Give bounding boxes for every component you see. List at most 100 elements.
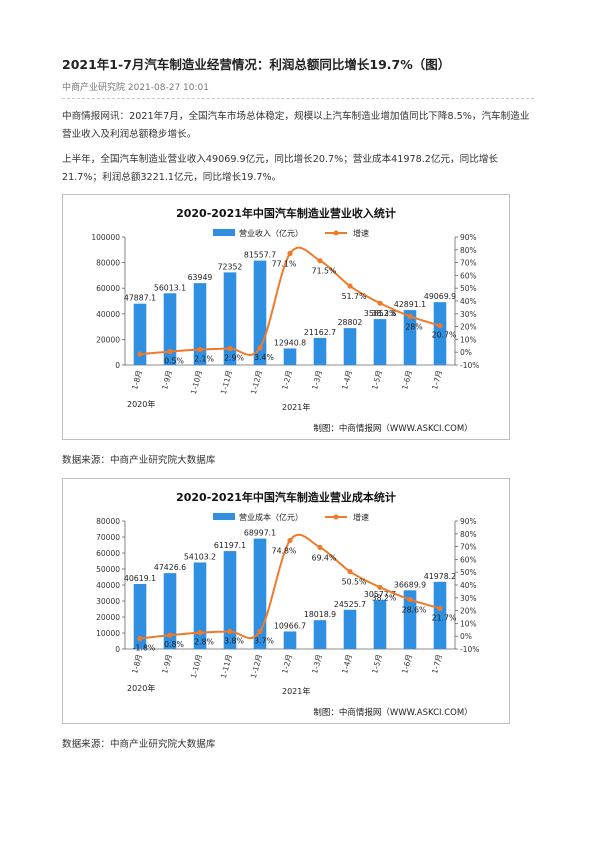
growth-point — [197, 630, 203, 636]
bar — [133, 303, 147, 365]
category-label: 1-12月 — [249, 369, 264, 395]
bar — [163, 293, 177, 365]
chart-title: 2020-2021年中国汽车制造业营业成本统计 — [176, 490, 396, 504]
bar — [223, 551, 237, 649]
bar — [403, 590, 417, 649]
article-title: 2021年1-7月汽车制造业经营情况：利润总额同比增长19.7%（图） — [62, 57, 451, 72]
right-tick-label: 90% — [460, 233, 477, 242]
bar-value-label: 47426.6 — [154, 563, 186, 572]
growth-point — [407, 596, 413, 603]
left-tick-label: 0 — [115, 361, 120, 370]
right-tick-label: 0% — [460, 348, 472, 357]
growth-point — [347, 568, 353, 575]
left-tick-label: 40000 — [96, 310, 120, 319]
growth-value-label: 77.1% — [272, 260, 297, 269]
category-label: 1-5月 — [370, 369, 384, 390]
year-label-2020: 2020年 — [127, 399, 155, 409]
growth-point — [377, 584, 383, 590]
bar — [223, 272, 237, 365]
paragraph-2: 上半年，全国汽车制造业营业收入49069.9亿元，同比增长20.7%；营业成本4… — [62, 154, 499, 183]
bar-value-label: 41978.2 — [424, 572, 456, 581]
growth-value-label: 2.9% — [224, 353, 244, 362]
growth-value-label: 69.4% — [312, 553, 337, 562]
category-label: 1-11月 — [219, 653, 234, 679]
right-tick-label: 30% — [460, 594, 477, 603]
growth-point — [167, 632, 173, 638]
category-label: 1-8月 — [130, 369, 144, 390]
growth-value-label: 38.3% — [372, 309, 397, 318]
right-tick-label: 40% — [460, 297, 477, 306]
growth-line — [139, 246, 441, 356]
paragraph-1: 中商情报网讯：2021年7月，全国汽车市场总体稳定，规模以上汽车制造业增加值同比… — [62, 111, 530, 140]
bar-value-label: 28802 — [338, 318, 363, 327]
bar — [433, 302, 447, 365]
category-label: 1-11月 — [219, 369, 234, 395]
chart-footer: 制图：中商情报网（WWW.ASKCI.COM） — [313, 423, 472, 434]
bar — [283, 348, 297, 365]
right-tick-label: 50% — [460, 284, 477, 293]
legend-swatch-bar — [213, 229, 235, 236]
growth-point — [437, 605, 443, 612]
growth-point — [287, 250, 293, 257]
bar — [313, 337, 327, 365]
right-tick-label: 80% — [460, 246, 477, 255]
category-label: 1-6月 — [400, 653, 414, 674]
category-label: 1-7月 — [430, 369, 444, 390]
growth-point — [167, 348, 173, 355]
growth-value-label: 3.7% — [254, 636, 274, 645]
right-tick-label: 20% — [460, 323, 477, 332]
bar — [133, 584, 147, 649]
category-label: 1-2月 — [280, 369, 294, 390]
growth-value-label: 28.6% — [402, 606, 427, 615]
legend-marker-line — [333, 230, 339, 236]
bar-value-label: 63949 — [188, 273, 213, 282]
right-tick-label: 50% — [460, 568, 477, 577]
growth-value-label: 2.1% — [194, 355, 214, 364]
category-label: 1-4月 — [340, 653, 354, 674]
left-tick-label: 0 — [115, 645, 120, 654]
category-label: 1-9月 — [160, 653, 174, 674]
category-label: 1-10月 — [189, 653, 204, 679]
right-tick-label: 60% — [460, 555, 477, 564]
bar-value-label: 30577.7 — [364, 590, 396, 599]
growth-value-label: 0.5% — [164, 357, 184, 366]
bar-value-label: 54103.2 — [184, 552, 216, 561]
bar-value-label: 18018.9 — [304, 610, 336, 619]
left-tick-label: 20000 — [96, 613, 120, 622]
chart-footer: 制图：中商情报网（WWW.ASKCI.COM） — [313, 707, 472, 718]
left-tick-label: 80000 — [96, 517, 120, 526]
left-tick-label: 60000 — [96, 284, 120, 293]
left-tick-label: 60000 — [96, 549, 120, 558]
growth-value-label: 21.7% — [432, 613, 457, 622]
bar-value-label: 81557.7 — [244, 251, 276, 260]
growth-point — [317, 258, 323, 264]
right-tick-label: 40% — [460, 581, 477, 590]
growth-point — [437, 323, 443, 329]
bar — [283, 631, 297, 649]
left-tick-label: 30000 — [96, 597, 120, 606]
growth-value-label: 38.2% — [372, 593, 397, 602]
growth-value-label: 3.8% — [224, 636, 244, 645]
bar — [343, 609, 357, 649]
bar — [373, 600, 387, 649]
bar-value-label: 10966.7 — [274, 621, 306, 630]
bar-value-label: 24525.7 — [334, 600, 366, 609]
right-tick-label: -10% — [460, 645, 479, 654]
growth-point — [197, 346, 203, 353]
bar — [193, 283, 207, 365]
bar-value-label: 68997.1 — [244, 529, 276, 538]
bar-value-label: 42891.1 — [394, 300, 426, 309]
bar-value-label: 49069.9 — [424, 292, 456, 301]
right-tick-label: 0% — [460, 632, 472, 641]
category-label: 1-12月 — [249, 653, 264, 679]
growth-point — [377, 300, 383, 306]
bar — [253, 538, 267, 649]
right-tick-label: -10% — [460, 361, 479, 370]
bar — [343, 328, 357, 365]
category-label: 1-3月 — [310, 653, 324, 674]
growth-point — [347, 283, 353, 289]
right-tick-label: 30% — [460, 310, 477, 319]
